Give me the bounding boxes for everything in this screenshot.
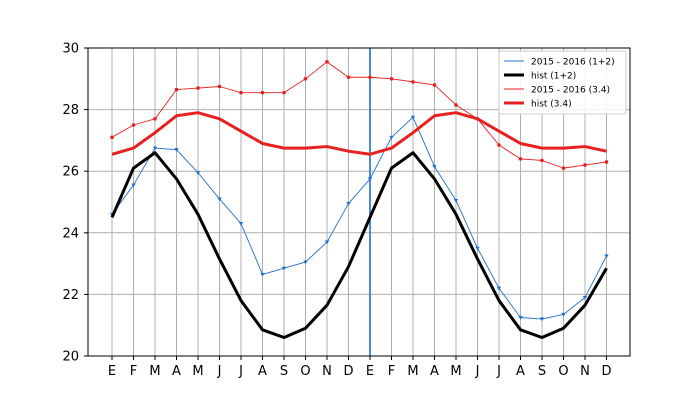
- data-point: [303, 260, 308, 265]
- data-point: [367, 177, 373, 182]
- series-2: [110, 151, 608, 340]
- x-tick-label: J: [475, 364, 480, 379]
- x-tick-label: M: [450, 364, 461, 379]
- x-tick-label: M: [407, 364, 418, 379]
- data-point: [432, 83, 437, 87]
- data-point: [217, 197, 222, 202]
- plot-frame: [87, 47, 631, 357]
- x-tick-label: S: [280, 364, 288, 379]
- x-tick-label: O: [300, 364, 310, 379]
- x-tick-label: J: [217, 364, 222, 379]
- y-tick-label: 20: [62, 350, 79, 365]
- data-point: [346, 202, 351, 206]
- data-point: [389, 77, 394, 81]
- legend: 2015 - 2016 (1+2) hist (1+2) 2015 - 2016 (…: [498, 50, 627, 115]
- data-point: [217, 84, 222, 89]
- x-tick-label: E: [108, 364, 116, 379]
- data-point: [196, 86, 200, 90]
- y-tick-label: 28: [62, 103, 79, 118]
- data-point: [497, 143, 501, 147]
- data-point: [540, 158, 544, 163]
- data-point: [346, 75, 351, 80]
- data-point: [324, 240, 330, 245]
- x-tick-label: D: [601, 364, 611, 379]
- x-tick-label: D: [343, 364, 353, 379]
- series-line: [110, 151, 608, 340]
- data-point: [260, 272, 265, 277]
- series-line: [111, 61, 607, 169]
- data-point: [131, 183, 136, 188]
- data-point: [131, 123, 136, 127]
- data-point: [539, 317, 545, 322]
- x-tick-label: A: [516, 364, 525, 379]
- x-tick-label: N: [322, 364, 332, 379]
- data-point: [561, 166, 566, 170]
- data-point: [238, 222, 244, 226]
- data-point: [389, 135, 394, 140]
- legend-label: hist (1+2): [531, 72, 576, 82]
- data-point: [410, 115, 416, 120]
- data-point: [561, 312, 566, 317]
- x-tick-label: M: [149, 364, 160, 379]
- series-line: [111, 111, 607, 156]
- data-point: [518, 316, 523, 320]
- x-tick-label: F: [388, 364, 395, 379]
- series-line: [111, 116, 607, 320]
- data-point: [110, 135, 114, 140]
- legend-label: 2015 - 2016 (3.4): [531, 86, 610, 96]
- data-point: [239, 90, 243, 95]
- data-point: [475, 246, 480, 251]
- y-tick-label: 22: [62, 288, 79, 303]
- x-tick-label: E: [366, 364, 374, 379]
- x-tick-label: J: [238, 364, 243, 379]
- series-4: [111, 111, 607, 156]
- x-tick-label: O: [558, 364, 568, 379]
- data-point: [454, 103, 458, 107]
- legend-label: 2015 - 2016 (1+2): [531, 58, 615, 68]
- data-point: [260, 90, 265, 95]
- data-point: [281, 266, 287, 271]
- y-tick-label: 24: [62, 226, 79, 241]
- data-point: [583, 163, 587, 167]
- data-point: [604, 160, 609, 164]
- legend-label: hist (3.4): [531, 100, 572, 110]
- data-point: [303, 77, 308, 81]
- data-point: [195, 171, 201, 175]
- data-point: [368, 75, 372, 80]
- x-tick-label: F: [130, 364, 137, 379]
- data-point: [174, 87, 179, 92]
- series-layer: [109, 60, 609, 340]
- data-point: [582, 295, 588, 300]
- x-tick-label: J: [496, 364, 501, 379]
- data-point: [152, 146, 158, 151]
- series-1: [109, 115, 609, 322]
- x-tick-label: N: [580, 364, 590, 379]
- x-tick-label: A: [258, 364, 267, 379]
- data-point: [496, 286, 502, 291]
- data-point: [282, 90, 286, 95]
- x-tick-label: A: [430, 364, 439, 379]
- x-tick-label: S: [538, 364, 546, 379]
- y-tick-label: 30: [62, 42, 79, 57]
- data-point: [518, 157, 523, 161]
- data-point: [432, 165, 437, 169]
- data-point: [604, 254, 609, 259]
- data-point: [325, 60, 329, 64]
- x-tick-label: M: [192, 364, 203, 379]
- legend-box: [498, 50, 627, 115]
- data-point: [453, 198, 459, 203]
- y-tick-label: 26: [62, 165, 79, 180]
- data-point: [153, 117, 157, 121]
- data-point: [174, 148, 179, 152]
- data-point: [411, 80, 415, 84]
- x-tick-label: A: [172, 364, 181, 379]
